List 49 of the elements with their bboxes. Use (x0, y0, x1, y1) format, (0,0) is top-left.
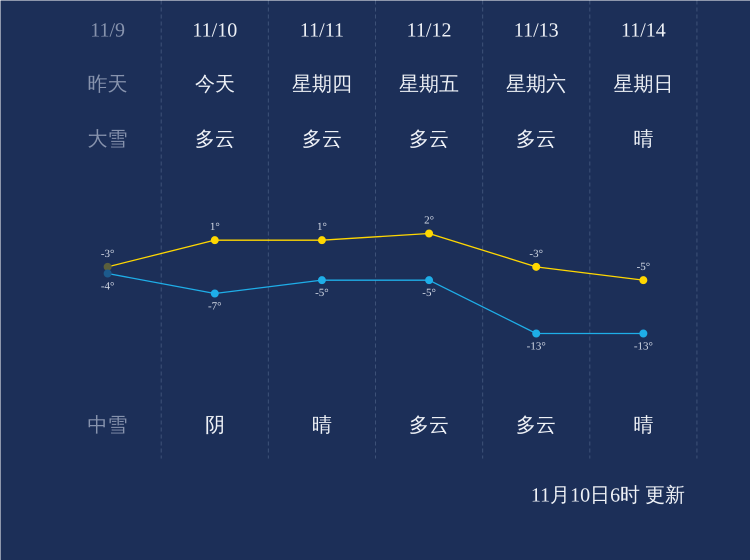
data-label: -13° (526, 340, 546, 352)
text: 昨天 (88, 74, 128, 96)
point (318, 236, 326, 244)
data-label: -7° (208, 300, 222, 312)
text: 多云 (516, 128, 556, 150)
data-label: -5° (422, 287, 436, 300)
x-tick-label: 11/9 (90, 20, 126, 42)
text: 星期日 (613, 74, 674, 96)
text: 中雪 (88, 414, 128, 436)
text: 晴 (633, 128, 654, 150)
data-label: 1° (210, 221, 220, 234)
point (104, 262, 112, 271)
point (532, 262, 540, 271)
text: 11月10日6时 更新 (530, 484, 686, 506)
text: 星期四 (292, 74, 352, 96)
text: 晴 (312, 414, 332, 436)
point (318, 276, 326, 284)
text: 多云 (194, 128, 235, 150)
point (532, 330, 540, 338)
point (210, 236, 219, 244)
data-label: -5° (636, 261, 650, 274)
data-label: 2° (424, 214, 434, 226)
text: 晴 (633, 414, 654, 436)
point (104, 270, 112, 278)
data-label: -4° (100, 280, 114, 292)
text: 多云 (516, 414, 556, 436)
data-label: 1° (316, 221, 327, 234)
x-tick-label: 11/11 (300, 20, 344, 42)
x-tick-label: 11/13 (514, 20, 559, 42)
text: 阴 (204, 414, 225, 436)
x-tick-label: 11/10 (192, 20, 238, 42)
data-label: -13° (634, 340, 653, 352)
text: 多云 (409, 414, 450, 436)
text: 多云 (409, 128, 450, 150)
x-tick-label: 11/12 (406, 20, 452, 42)
text: 多云 (302, 128, 342, 150)
point (639, 330, 648, 338)
x-tick-label: 11/14 (620, 20, 666, 42)
text: 今天 (194, 74, 235, 96)
point (210, 290, 219, 298)
point (425, 230, 434, 238)
data-label: -3° (100, 248, 114, 260)
point (639, 276, 648, 284)
text: 大雪 (88, 128, 128, 150)
point (425, 276, 434, 284)
data-label: -5° (315, 287, 329, 300)
text: 星期六 (506, 74, 566, 96)
data-label: -3° (529, 248, 543, 260)
text: 星期五 (399, 74, 460, 96)
